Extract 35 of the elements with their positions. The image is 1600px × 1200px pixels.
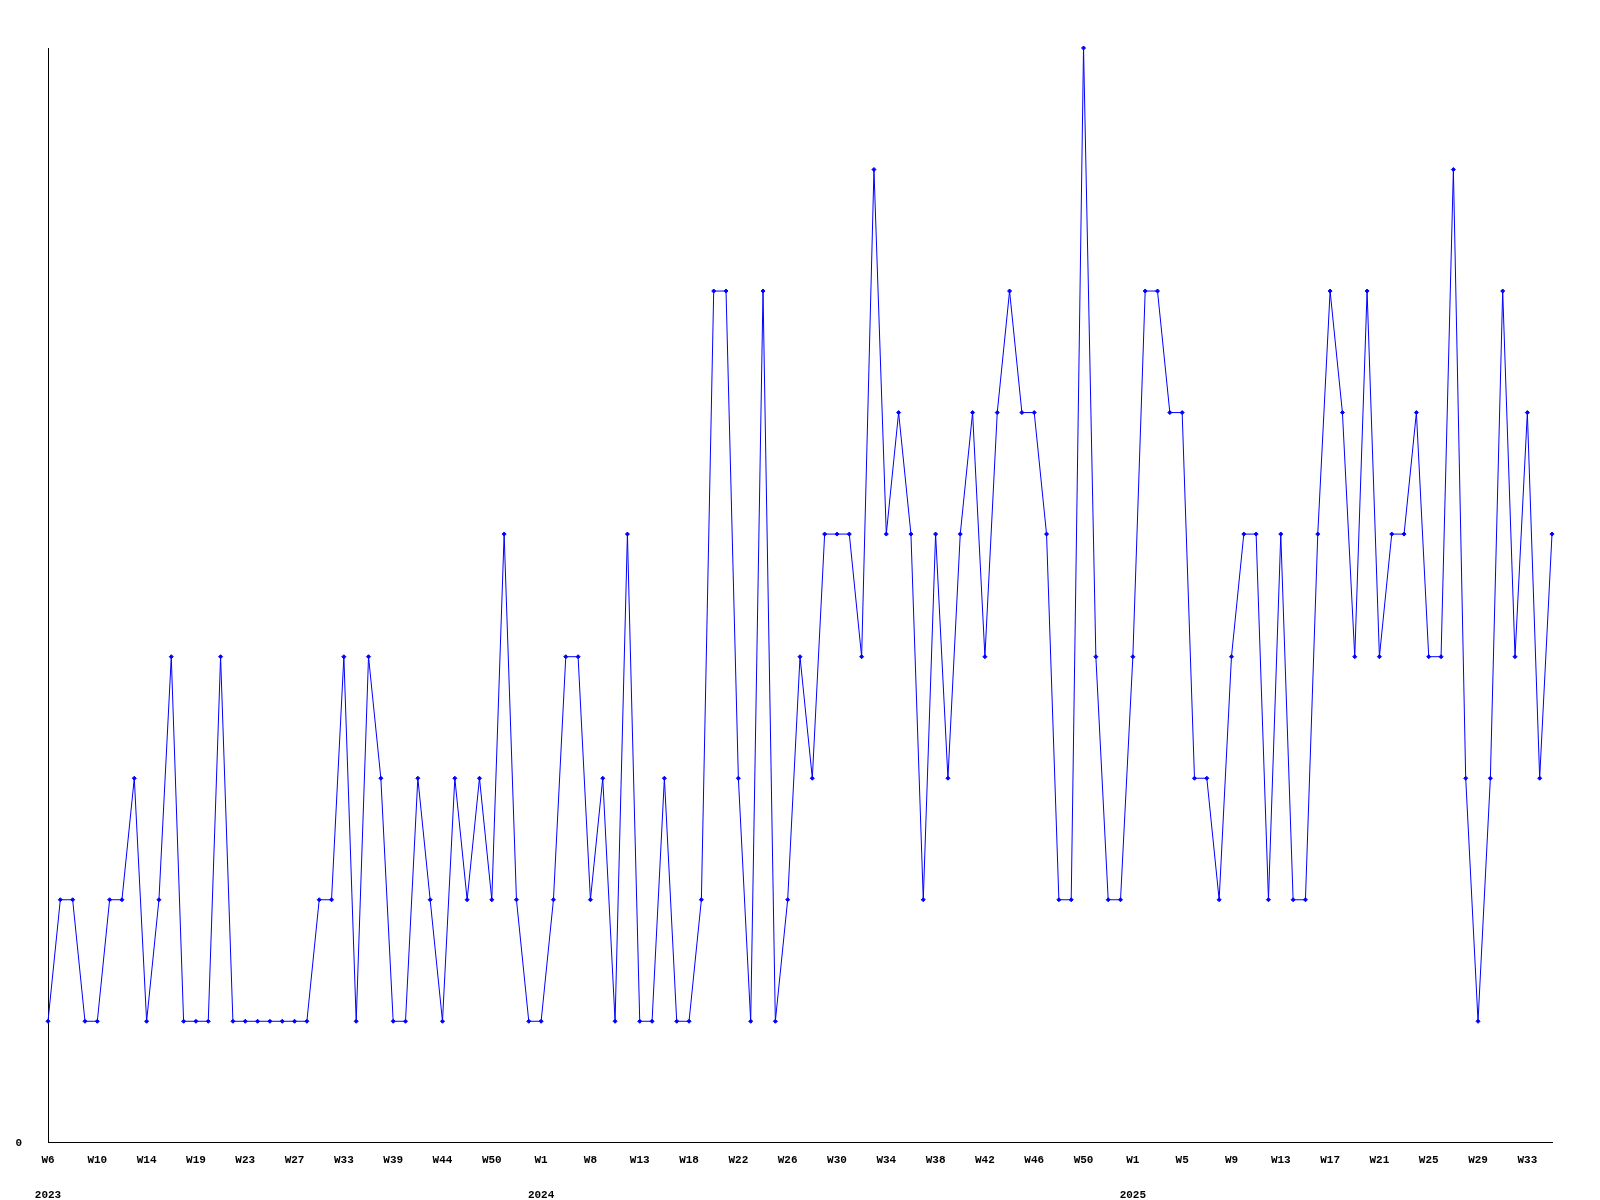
x-tick-label: W50 (481, 1154, 502, 1167)
x-tick-label: W44 (432, 1154, 453, 1167)
x-tick-label: W33 (1517, 1154, 1538, 1167)
x-tick-label: W25 (1418, 1154, 1440, 1167)
text: 0 (15, 1136, 22, 1149)
x-tick-label: W17 (1320, 1154, 1340, 1167)
x-tick-label: W39 (383, 1154, 404, 1167)
x-tick-label: W5 (1175, 1154, 1190, 1167)
x-tick-label: W1 (534, 1154, 549, 1167)
x-tick-label: W23 (235, 1154, 256, 1167)
x-tick-label: W19 (186, 1154, 206, 1167)
x-tick-label: W27 (284, 1154, 305, 1167)
x-tick-label: W21 (1369, 1154, 1390, 1167)
text: 2024 (527, 1189, 555, 1200)
x-tick-label: W8 (583, 1154, 598, 1167)
x-tick-label: W46 (1024, 1154, 1045, 1167)
x-tick-label: W13 (629, 1154, 651, 1167)
x-tick-label: W10 (87, 1154, 108, 1167)
x-tick-label: W30 (827, 1154, 847, 1167)
x-tick-label: W34 (876, 1154, 897, 1167)
x-tick-label: W22 (728, 1154, 749, 1167)
x-tick-label: W9 (1224, 1154, 1239, 1167)
text: 2025 (1119, 1189, 1147, 1200)
x-tick-label: W50 (1073, 1154, 1094, 1167)
x-tick-label: W18 (679, 1154, 700, 1167)
x-tick-label: W42 (975, 1154, 995, 1167)
x-tick-label: W13 (1270, 1154, 1292, 1167)
x-tick-label: W1 (1126, 1154, 1140, 1167)
x-tick-label: W14 (136, 1154, 157, 1167)
x-tick-label: W33 (333, 1154, 355, 1167)
x-tick-label: W26 (777, 1154, 798, 1167)
text: 2023 (34, 1189, 62, 1200)
x-tick-label: W38 (925, 1154, 946, 1167)
x-tick-label: W6 (41, 1154, 55, 1167)
x-tick-label: W29 (1468, 1154, 1488, 1167)
